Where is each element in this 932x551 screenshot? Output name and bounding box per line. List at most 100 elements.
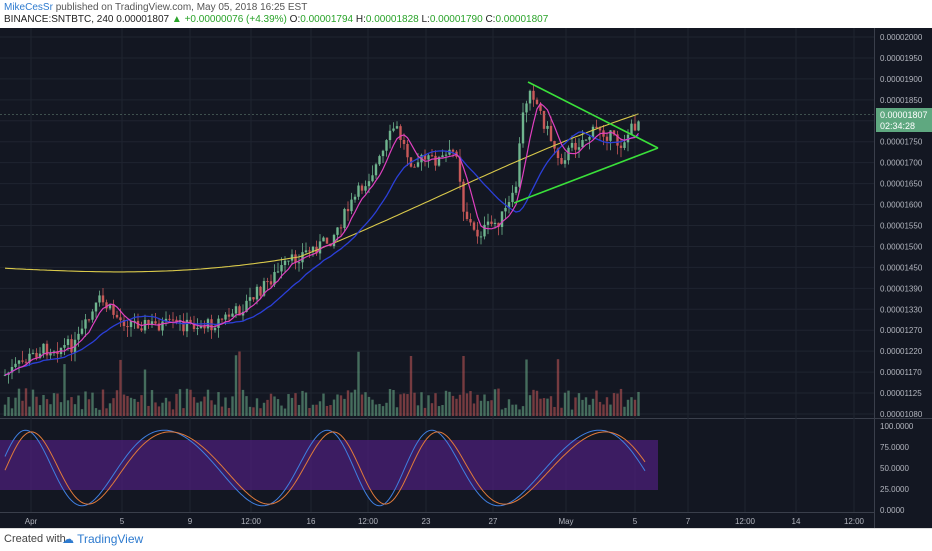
volume-bar [595, 390, 598, 416]
triangle-upper-line[interactable] [527, 81, 659, 149]
candle-body [339, 227, 343, 229]
volume-bar [241, 389, 245, 416]
candle-body [126, 326, 129, 328]
candle-body [322, 237, 325, 242]
candle-body [402, 140, 406, 144]
volume-bar [633, 399, 637, 416]
price-axis[interactable]: 0.00002000 0.00001950 0.00001900 0.00001850… [880, 33, 923, 419]
candle-body [108, 304, 112, 309]
candle-body [122, 320, 126, 327]
price-pane[interactable] [0, 28, 874, 417]
candle-body [514, 186, 518, 193]
volume-bar [420, 392, 423, 416]
candle-body [115, 314, 119, 318]
volume-bar [122, 394, 126, 416]
candle-body [308, 250, 311, 252]
candle-body [91, 311, 94, 320]
candle-body [14, 363, 17, 367]
close-label: C: [485, 14, 496, 25]
candle-body [570, 142, 574, 148]
volume-bar [388, 389, 392, 416]
candle-body [119, 317, 122, 321]
price-axis-label: 0.00001270 [880, 326, 923, 335]
volume-bar [584, 397, 588, 416]
volume-bar [532, 389, 535, 416]
volume-bar [7, 397, 10, 416]
candle-body [77, 333, 80, 340]
candle-body [567, 147, 570, 161]
candle-body [399, 126, 402, 141]
candle-body [637, 121, 640, 131]
price-axis-label: 0.00001950 [880, 54, 923, 63]
candle-body [318, 241, 322, 254]
candle-body [371, 175, 374, 182]
volume-bar [213, 404, 217, 416]
volume-bar [570, 409, 574, 416]
volume-bar [129, 397, 133, 416]
candle-body [584, 139, 588, 141]
tradingview-logo[interactable]: ☁ TradingView [62, 532, 144, 546]
candle-body [560, 158, 563, 164]
volume-bar [126, 396, 129, 416]
candle-body [336, 227, 339, 235]
candle-body [224, 314, 227, 320]
volume-bar [416, 405, 420, 416]
volume-bar [553, 406, 556, 416]
volume-bar [227, 407, 231, 416]
volume-bar [630, 397, 633, 416]
volume-bar [444, 390, 448, 416]
time-axis-label: Apr [25, 517, 38, 526]
volume-bar [42, 395, 45, 416]
price-axis-label: 0.00001220 [880, 347, 923, 356]
candle-body [623, 142, 626, 148]
high-value: 0.00001828 [365, 14, 419, 25]
volume-bar [591, 398, 595, 416]
candle-body [357, 185, 360, 197]
candle-body [234, 306, 238, 314]
candle-body [56, 351, 59, 355]
price-axis-label: 0.00001550 [880, 222, 923, 231]
candle-body [437, 157, 441, 166]
candle-body [133, 320, 136, 322]
time-axis-label: 16 [307, 517, 316, 526]
volume-bar [535, 390, 539, 416]
candle-body [304, 250, 308, 253]
volume-bar [108, 403, 112, 416]
candle-body [490, 221, 493, 225]
volume-bar [133, 398, 136, 416]
open-label: O: [289, 14, 301, 25]
candle-body [49, 353, 52, 356]
volume-bar [3, 404, 7, 416]
volume-bar [476, 394, 479, 416]
price-axis-label: 0.00001600 [880, 201, 923, 210]
time-axis-label: 9 [188, 517, 193, 526]
candle-body [427, 155, 430, 160]
volume-bar [70, 397, 73, 416]
candle-body [283, 260, 287, 266]
time-axis-label: May [558, 517, 573, 526]
volume-bar [143, 369, 147, 416]
volume-bar [364, 392, 367, 416]
candle-body [430, 155, 434, 157]
volume-bar [605, 397, 609, 416]
volume-bar [448, 391, 451, 416]
triangle-lower-line[interactable] [513, 147, 659, 204]
stoch-axis-label: 25.0000 [880, 485, 909, 494]
volume-bar [280, 405, 283, 416]
candle-body [101, 295, 105, 303]
volume-bar [423, 407, 427, 416]
low-label: L: [421, 14, 430, 25]
candle-body [528, 90, 532, 104]
volume-bar [56, 393, 59, 416]
volume-bar [84, 391, 87, 416]
triangle-drawing[interactable] [513, 81, 659, 204]
candle-body [574, 142, 577, 150]
time-axis[interactable]: Apr 5 9 12:00 16 12:00 23 27 May 5 7 12:00 14 12:00 [25, 517, 865, 526]
volume-bar [77, 395, 80, 416]
price-axis-label: 0.00002000 [880, 33, 923, 42]
volume-bar [626, 399, 630, 416]
candle-body [633, 123, 637, 131]
stoch-axis[interactable]: 100.0000 75.0000 50.0000 25.0000 0.0000 [880, 422, 914, 515]
author-link[interactable]: MikeCesSr [4, 2, 53, 13]
